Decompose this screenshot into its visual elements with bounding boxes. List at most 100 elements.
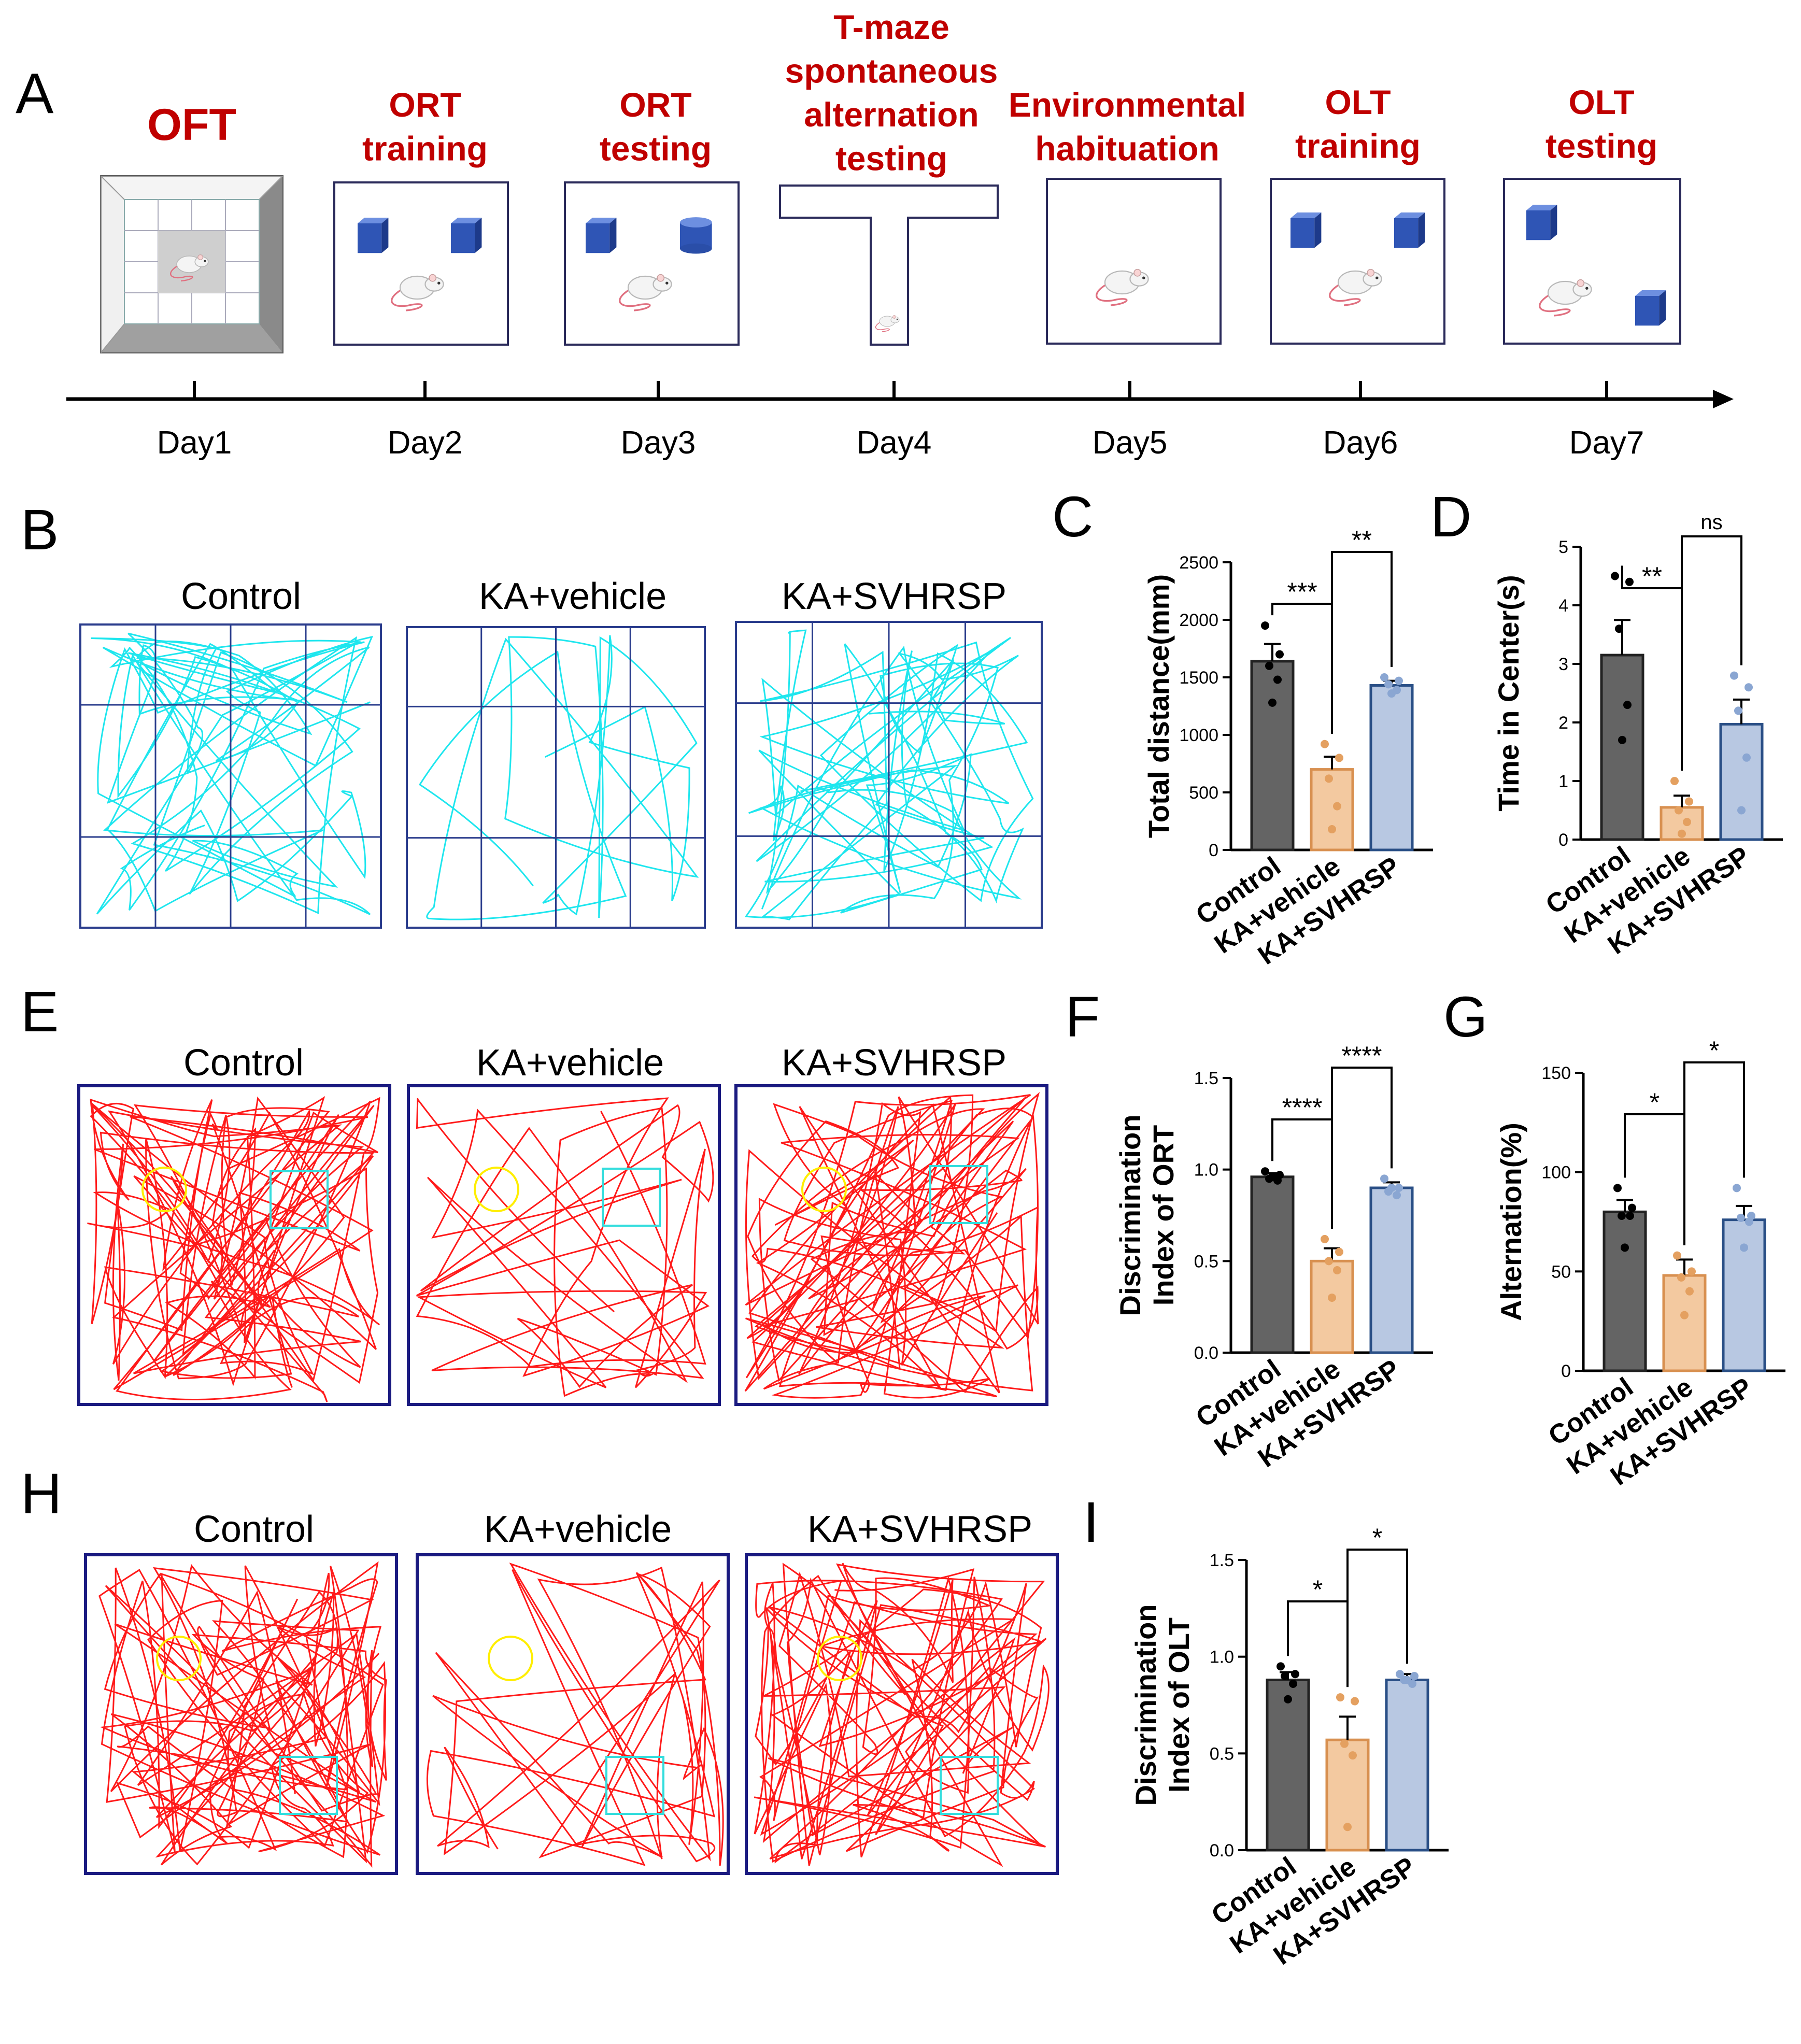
day-label-4: Day4	[857, 425, 932, 461]
day-label-1: Day1	[157, 425, 232, 461]
data-point	[1628, 1203, 1636, 1212]
object-square	[605, 1756, 664, 1815]
step-title-5: Environmental habituation	[1009, 86, 1246, 167]
data-point	[1261, 621, 1269, 630]
significance-bracket	[1681, 535, 1742, 771]
data-point	[1673, 1251, 1681, 1260]
object-square	[602, 1168, 661, 1227]
y-axis-label: DiscriminationIndex of OLT	[1129, 1605, 1195, 1806]
object-circle	[141, 1167, 187, 1212]
bar-ka-vehicle	[1662, 1274, 1707, 1372]
panel-letter-f: F	[1065, 985, 1100, 1049]
significance-label: **	[1352, 526, 1372, 555]
data-point	[1380, 1174, 1388, 1183]
y-tick-label: 50	[1551, 1262, 1571, 1282]
arena-icon-5	[1270, 178, 1445, 345]
step-title-4: T-maze spontaneous alternation testing	[785, 8, 998, 177]
data-point	[1321, 1234, 1329, 1243]
step-title-6: OLT training	[1295, 83, 1421, 165]
data-point	[1291, 1670, 1299, 1679]
data-point	[1730, 671, 1738, 680]
data-point	[1284, 1695, 1292, 1704]
bar-ka-svhrsp	[1369, 1186, 1414, 1354]
data-point	[1336, 1693, 1344, 1702]
data-point	[1275, 650, 1284, 659]
panel-a-timeline: A OFT ORT training ORT testing T-maze spontaneo…	[16, 8, 1734, 461]
cube-icon	[1635, 290, 1666, 326]
panel-h-label-3: KA+SVHRSP	[807, 1509, 1032, 1550]
arena-icon-4	[1046, 178, 1222, 345]
data-point	[1677, 1273, 1685, 1282]
data-point	[1395, 1184, 1403, 1192]
data-point	[1742, 753, 1751, 762]
panel-h-label-1: Control	[194, 1509, 314, 1550]
y-tick-label: 150	[1541, 1063, 1571, 1083]
cube-icon	[586, 218, 617, 253]
locomotion-track	[87, 1096, 380, 1402]
data-point	[1625, 577, 1634, 586]
significance-label: ns	[1700, 511, 1722, 534]
significance-label: ****	[1342, 1041, 1382, 1070]
bar-ka-vehicle	[1310, 1259, 1354, 1354]
data-point	[1618, 735, 1626, 744]
data-point	[1328, 1294, 1336, 1302]
data-point	[1349, 1751, 1357, 1760]
data-point	[1626, 1212, 1634, 1220]
data-point	[1685, 797, 1693, 806]
data-point	[1261, 1167, 1269, 1176]
data-point	[1351, 1697, 1359, 1706]
panel-b-label-2: KA+vehicle	[479, 576, 666, 617]
panel-letter-i: I	[1083, 1491, 1099, 1554]
data-point	[1615, 624, 1623, 633]
y-tick-label: 1500	[1179, 668, 1218, 688]
data-point	[1613, 1184, 1622, 1193]
data-point	[1380, 673, 1388, 682]
object-circle	[474, 1167, 519, 1212]
cube-icon	[451, 218, 482, 253]
data-point	[1745, 1217, 1753, 1226]
chart-panel-g: G050100150Alternation(%)ControlKA+vehicl…	[1443, 985, 1785, 1492]
y-tick-label: 0.5	[1194, 1252, 1218, 1271]
oft-arena-icon	[100, 175, 284, 354]
bar-control	[1600, 654, 1644, 841]
data-point	[1745, 683, 1753, 692]
bar-ka-svhrsp	[1369, 684, 1414, 851]
data-point	[1734, 706, 1742, 715]
cube-icon	[1291, 212, 1322, 248]
day-label-3: Day3	[621, 425, 696, 461]
data-point	[1384, 680, 1393, 689]
locomotion-track	[744, 629, 1034, 920]
data-point	[1387, 1184, 1396, 1192]
data-point	[1268, 1172, 1277, 1181]
significance-bracket	[1331, 551, 1393, 734]
object-circle	[817, 1636, 862, 1681]
panel-h-label-2: KA+vehicle	[484, 1509, 672, 1550]
cube-icon	[358, 218, 389, 253]
data-point	[1289, 1679, 1297, 1688]
panel-e-label-3: KA+SVHRSP	[782, 1042, 1006, 1084]
data-point	[1340, 1739, 1349, 1748]
data-point	[1335, 754, 1343, 762]
y-tick-label: 100	[1541, 1163, 1571, 1183]
bar-control	[1250, 660, 1295, 851]
data-point	[1740, 1243, 1748, 1252]
data-point	[1333, 802, 1341, 811]
data-point	[1265, 661, 1273, 670]
data-point	[1611, 572, 1619, 580]
panel-b-label-3: KA+SVHRSP	[782, 576, 1006, 617]
data-point	[1273, 675, 1282, 684]
object-circle	[488, 1636, 533, 1681]
y-tick-label: 3	[1558, 655, 1568, 674]
locomotion-track	[744, 1092, 1040, 1399]
y-tick-label: 0	[1558, 830, 1568, 850]
significance-label: **	[1642, 562, 1662, 591]
panel-letter-c: C	[1052, 485, 1093, 549]
y-tick-label: 0	[1209, 841, 1218, 860]
data-point	[1678, 829, 1686, 838]
data-point	[1623, 701, 1632, 709]
object-square	[270, 1170, 329, 1229]
